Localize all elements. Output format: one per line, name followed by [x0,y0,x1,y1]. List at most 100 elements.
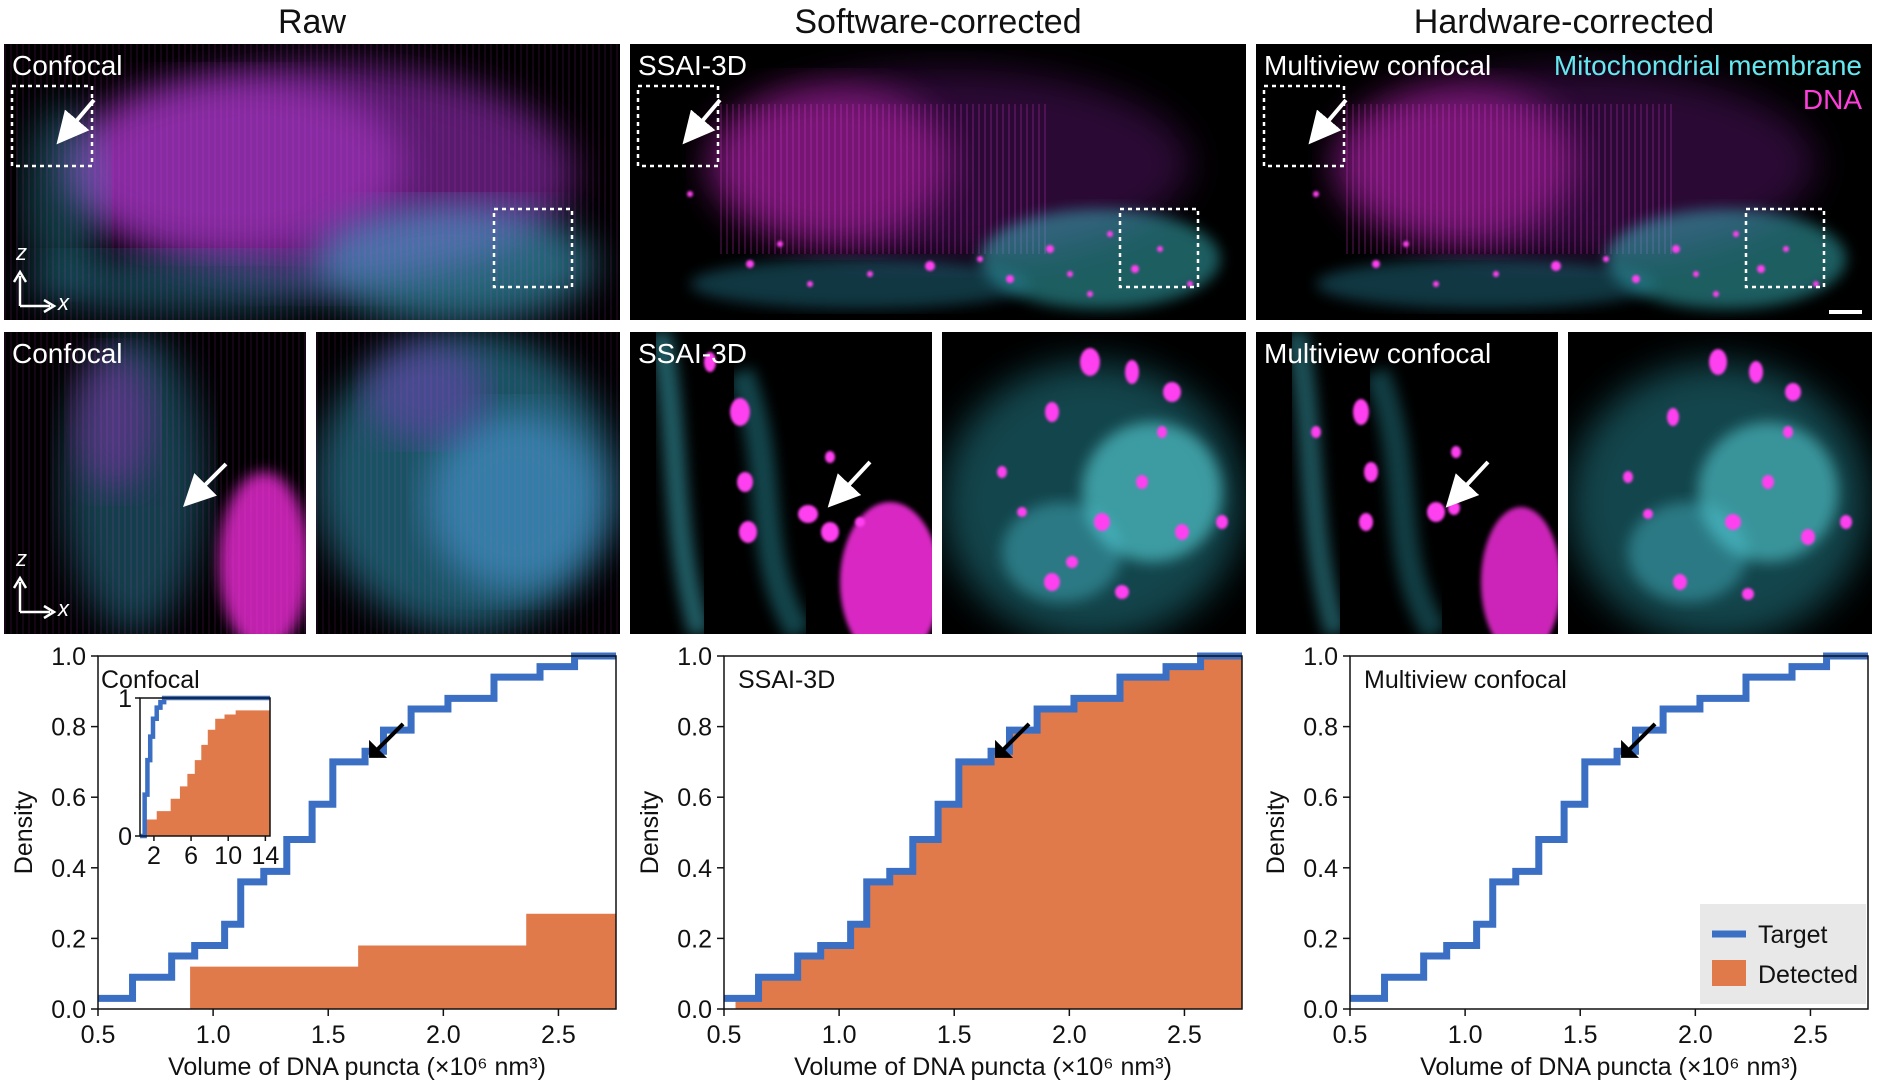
target-line [724,652,1242,1002]
zoom-raw-left-image [4,332,306,634]
legend-target-label: Target [1758,921,1828,949]
chart-multiview: 0.5 1.0 1.5 2.0 2.5 0.0 0.2 0.4 0.6 0.8 1.0 Volume … [1252,640,1878,1081]
column-title-hardware: Hardware-corrected [1413,3,1715,41]
y-tick-label: 0.4 [51,855,86,883]
chart-confocal-svg: 0.5 1.0 1.5 2.0 2.5 0.0 0.2 0.4 0.6 0.8 1.0 Volume … [10,643,617,1081]
inset-y-tick-label: 0 [118,823,132,851]
x-tick-label: 0.5 [1333,1021,1368,1049]
zoom-hardware-left-image [1285,332,1558,634]
arrow-icon [369,722,405,758]
x-tick-label: 2.5 [1167,1021,1202,1049]
zoom-software-right [942,332,1246,634]
x-tick-label: 1.5 [311,1021,346,1049]
inset-detected-area [143,710,270,836]
y-tick-label: 0.2 [1303,925,1338,953]
inset-target-line [140,695,270,839]
legend-dna: DNA [1802,84,1862,115]
y-axis-label: Density [1262,790,1290,874]
y-tick-label: 0.2 [51,925,86,953]
arrow-icon [995,722,1031,758]
y-tick-label: 0.8 [677,714,712,742]
arrow-icon [1445,460,1490,508]
zoom-hardware-right-image [1568,349,1868,634]
target-line [98,652,616,1002]
arrow-icon [1621,722,1657,758]
y-tick-label: 0.0 [51,996,86,1024]
x-tick-label: 2.0 [1678,1021,1713,1049]
detected-area [190,913,617,1009]
column-title-raw: Raw [277,3,347,41]
inset-frame [139,697,271,837]
zoom-raw-left: Confocal z x [4,332,306,634]
axis-x-label: x [58,290,69,315]
y-tick-label: 0.4 [677,855,712,883]
x-tick-label: 2.0 [1052,1021,1087,1049]
y-tick-label: 1.0 [51,643,86,671]
roi-box-right [492,207,574,289]
chart-ssai3d-svg: 0.5 1.0 1.5 2.0 2.5 0.0 0.2 0.4 0.6 0.8 1.0 Volume … [636,643,1243,1081]
arrow-icon [1308,98,1348,145]
axes-indicator [12,269,57,314]
overview-label-hardware: Multiview confocal [1264,50,1492,81]
roi-box-right [1744,207,1826,289]
x-tick-label: 1.5 [937,1021,972,1049]
roi-box-right [1118,207,1200,289]
zoom-label-hardware: Multiview confocal [1264,338,1492,369]
x-axis-label: Volume of DNA puncta (×10⁶ nm³) [1420,1053,1798,1081]
x-tick-label: 0.5 [81,1021,116,1049]
zoom-hardware-left: Multiview confocal [1256,332,1558,634]
axis-z-label: z [16,240,27,265]
zoom-label-raw: Confocal [12,338,123,369]
x-tick-label: 1.0 [1448,1021,1483,1049]
x-tick-label: 0.5 [707,1021,742,1049]
y-tick-label: 0.0 [677,996,712,1024]
x-axis-label: Volume of DNA puncta (×10⁶ nm³) [794,1053,1172,1081]
inset-y-tick-label: 1 [118,685,132,713]
plot-frame [97,655,617,1010]
inset-x-tick-label: 10 [214,842,242,870]
inset-x-tick-label: 6 [184,842,198,870]
x-tick-label: 2.5 [541,1021,576,1049]
column-title-software: Software-corrected [794,3,1082,41]
y-tick-label: 0.6 [677,784,712,812]
y-tick-label: 0.8 [1303,714,1338,742]
chart-confocal: 0.5 1.0 1.5 2.0 2.5 0.0 0.2 0.4 0.6 0.8 1.0 Volume … [0,640,626,1081]
legend-detected-swatch [1712,960,1746,986]
x-axis-label: Volume of DNA puncta (×10⁶ nm³) [168,1053,546,1081]
zoom-software-left: SSAI-3D [630,332,932,634]
plot-frame [723,655,1243,1010]
x-tick-label: 1.0 [822,1021,857,1049]
y-tick-label: 0.6 [1303,784,1338,812]
overview-hardware: Multiview confocal Mitochondrial membran… [1256,44,1872,320]
legend-detected-label: Detected [1758,961,1858,989]
overview-label-software: SSAI-3D [638,50,747,81]
y-tick-label: 0.6 [51,784,86,812]
arrow-icon [183,462,228,507]
zoom-raw-right-image [316,332,620,634]
overview-software: SSAI-3D [630,44,1246,320]
arrow-icon [827,460,872,508]
overview-label-raw: Confocal [12,50,123,81]
overview-raw: Confocal z x [4,44,620,320]
y-tick-label: 0.4 [1303,855,1338,883]
overview-hardware-image [1262,69,1862,314]
zoom-software-right-image [942,348,1242,634]
chart-title: Confocal [101,666,200,694]
overview-raw-image [4,44,620,320]
chart-multiview-svg: 0.5 1.0 1.5 2.0 2.5 0.0 0.2 0.4 0.6 0.8 1.0 Volume … [1262,643,1869,1081]
axes-indicator [12,575,57,620]
inset-x-tick-label: 2 [147,842,161,870]
zoom-hardware-right [1568,332,1872,634]
x-tick-label: 1.0 [196,1021,231,1049]
y-axis-label: Density [10,790,38,874]
chart-title: SSAI-3D [738,666,835,694]
roi-box-left [636,84,720,168]
chart-ssai3d: 0.5 1.0 1.5 2.0 2.5 0.0 0.2 0.4 0.6 0.8 1.0 Volume … [626,640,1252,1081]
overview-software-image [636,69,1220,309]
legend-box [1700,904,1866,1004]
axis-x-label-zoom: x [58,596,69,621]
legend-membrane: Mitochondrial membrane [1553,50,1862,81]
roi-box-left [1262,84,1346,168]
y-tick-label: 1.0 [677,643,712,671]
zoom-label-software: SSAI-3D [638,338,747,369]
